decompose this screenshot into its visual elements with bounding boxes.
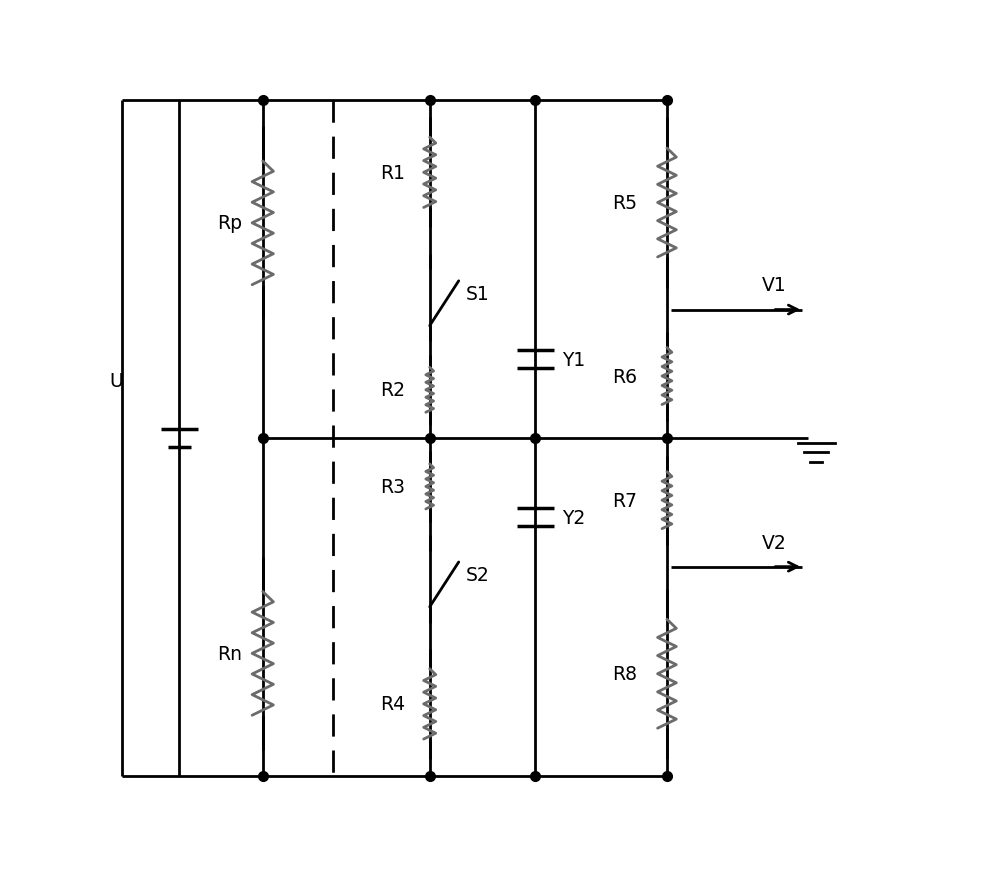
Text: R7: R7	[612, 491, 637, 510]
Text: R8: R8	[612, 664, 637, 683]
Text: R3: R3	[380, 478, 405, 496]
Text: V1: V1	[762, 276, 787, 295]
Text: Rn: Rn	[217, 644, 242, 663]
Text: R6: R6	[612, 367, 637, 386]
Text: Rp: Rp	[217, 214, 242, 233]
Text: S2: S2	[466, 565, 490, 584]
Text: Y1: Y1	[562, 350, 585, 369]
Text: U: U	[109, 372, 123, 391]
Text: R1: R1	[380, 164, 405, 183]
Text: R2: R2	[380, 381, 405, 400]
Text: R5: R5	[612, 194, 637, 213]
Text: V2: V2	[762, 533, 787, 552]
Text: R4: R4	[380, 695, 405, 713]
Text: Y2: Y2	[562, 508, 585, 527]
Text: S1: S1	[466, 284, 490, 303]
